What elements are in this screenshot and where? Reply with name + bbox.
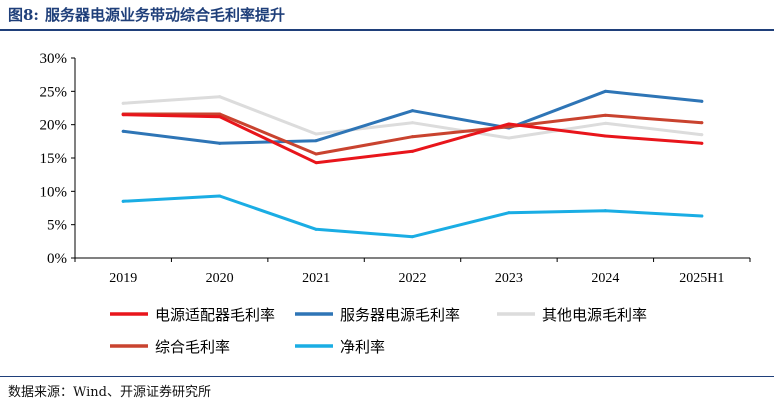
y-tick-label: 10% [40,184,68,200]
data-point [121,199,125,203]
legend-item: 净利率 [295,339,385,356]
data-point [218,112,222,116]
y-tick-labels: 0% 5% 10% 15% 20% 25% 30% [40,51,68,267]
line-chart: 0% 5% 10% 15% 20% 25% 30% 2019 2020 2021 2022 2023… [40,51,751,356]
data-point [121,129,125,133]
data-point [603,134,607,138]
x-tick-label: 2024 [591,271,619,286]
data-point [700,133,704,137]
data-point [121,101,125,105]
chart-axes [71,57,751,262]
data-point [603,89,607,93]
data-point [314,161,318,165]
data-point [411,235,414,239]
figure-title: 图8: 服务器电源业务带动综合毛利率提升 [8,4,285,25]
data-point [411,121,414,125]
legend-item: 电源适配器毛利率 [110,307,275,324]
bottom-rule [0,376,774,377]
y-tick-label: 30% [40,51,68,67]
data-point [507,125,511,129]
source-note: 数据来源：Wind、开源证券研究所 [8,385,211,400]
top-rule [0,29,774,31]
series-line [121,194,704,239]
y-tick-label: 20% [40,118,68,134]
data-point [700,99,704,103]
series-line [121,112,704,156]
data-point [603,113,607,117]
data-point [507,211,511,215]
legend-label: 综合毛利率 [155,339,230,356]
data-point [507,136,511,140]
legend-label: 其他电源毛利率 [542,307,647,324]
y-tick-label: 5% [47,218,67,234]
series-lines [121,89,704,239]
data-point [314,139,318,143]
x-tick-label: 2022 [399,271,427,286]
y-tick-label: 0% [47,251,67,267]
data-point [218,141,222,145]
data-point [700,141,704,145]
x-tick-label: 2021 [302,271,330,286]
x-tick-label: 2019 [109,271,137,286]
data-point [314,132,318,136]
data-point [603,121,607,125]
data-point [218,95,222,99]
data-point [603,209,607,213]
y-tick-label: 15% [40,151,68,167]
x-tick-label: 2020 [206,271,234,286]
x-tick-label: 2023 [495,271,523,286]
data-point [121,113,125,117]
data-point [218,194,222,198]
data-point [218,115,222,119]
legend-label: 电源适配器毛利率 [155,307,275,324]
x-tick-label: 2025H1 [679,271,724,286]
legend-item: 服务器电源毛利率 [295,307,460,324]
figure-number: 图8: [8,6,39,24]
data-point [411,135,414,139]
data-point [314,152,318,156]
data-point [411,149,414,153]
legend-item: 综合毛利率 [110,339,230,356]
legend-label: 服务器电源毛利率 [340,307,460,324]
legend-item: 其他电源毛利率 [497,307,647,324]
x-tick-labels: 2019 2020 2021 2022 2023 2024 2025H1 [109,271,724,286]
data-point [411,109,414,113]
data-point [700,214,704,218]
data-point [314,227,318,231]
y-tick-label: 25% [40,84,68,100]
legend-label: 净利率 [340,339,385,356]
figure-title-text: 服务器电源业务带动综合毛利率提升 [44,6,285,24]
data-point [700,121,704,125]
data-point [507,122,511,126]
